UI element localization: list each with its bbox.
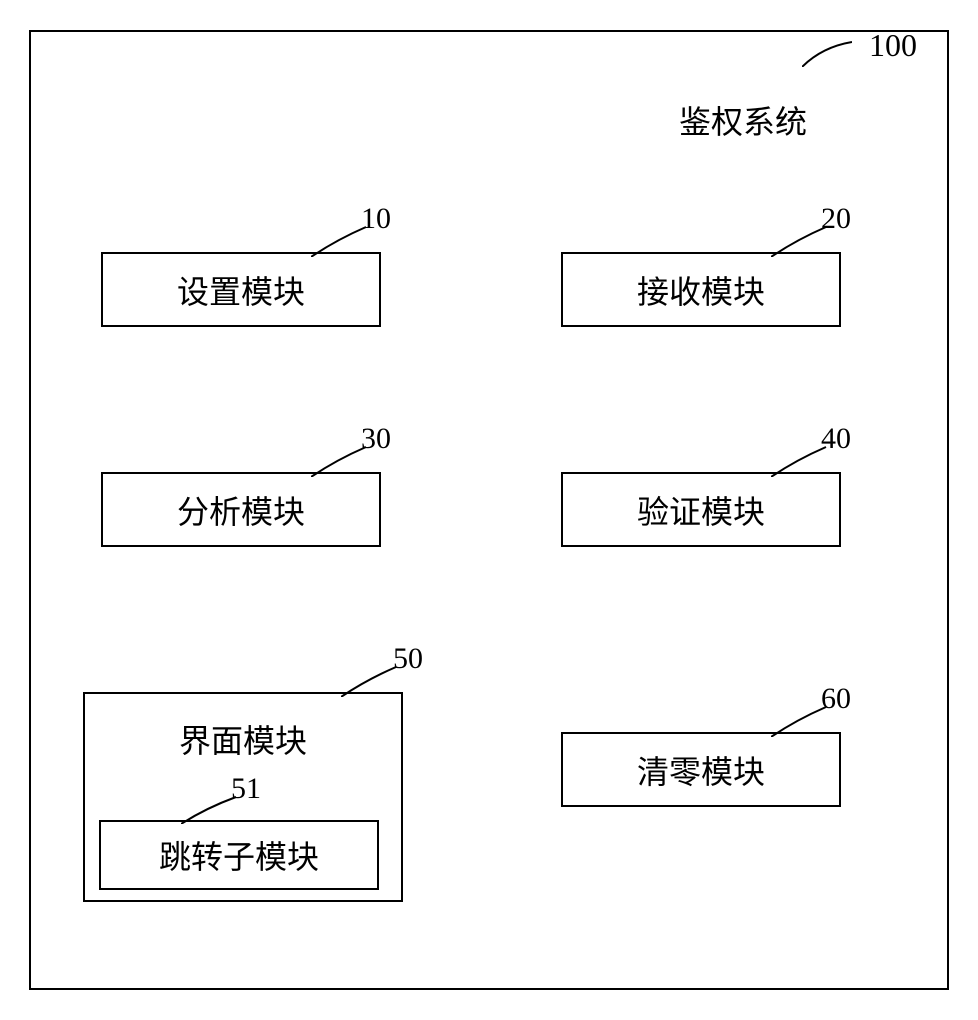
module-20-number: 20 — [821, 202, 851, 236]
leader-100 — [802, 37, 852, 67]
system-number: 100 — [869, 27, 917, 64]
system-title: 鉴权系统 — [679, 97, 807, 143]
module-20-label: 接收模块 — [637, 267, 765, 313]
module-30-label: 分析模块 — [177, 487, 305, 533]
module-20: 接收模块 — [561, 252, 841, 327]
module-40-label: 验证模块 — [637, 487, 765, 533]
module-51-number: 51 — [231, 772, 261, 806]
module-60-number: 60 — [821, 682, 851, 716]
system-container: 100 鉴权系统 设置模块 10 接收模块 20 分析模块 30 验证模块 40… — [29, 30, 949, 990]
module-10-label: 设置模块 — [177, 267, 305, 313]
module-51-label: 跳转子模块 — [159, 832, 319, 878]
leader-50 — [341, 662, 401, 697]
module-60: 清零模块 — [561, 732, 841, 807]
module-10: 设置模块 — [101, 252, 381, 327]
module-40-number: 40 — [821, 422, 851, 456]
module-51: 跳转子模块 — [99, 820, 379, 890]
module-30-number: 30 — [361, 422, 391, 456]
module-10-number: 10 — [361, 202, 391, 236]
module-50-label: 界面模块 — [85, 716, 401, 762]
module-60-label: 清零模块 — [637, 747, 765, 793]
module-40: 验证模块 — [561, 472, 841, 547]
module-50-number: 50 — [393, 642, 423, 676]
module-30: 分析模块 — [101, 472, 381, 547]
